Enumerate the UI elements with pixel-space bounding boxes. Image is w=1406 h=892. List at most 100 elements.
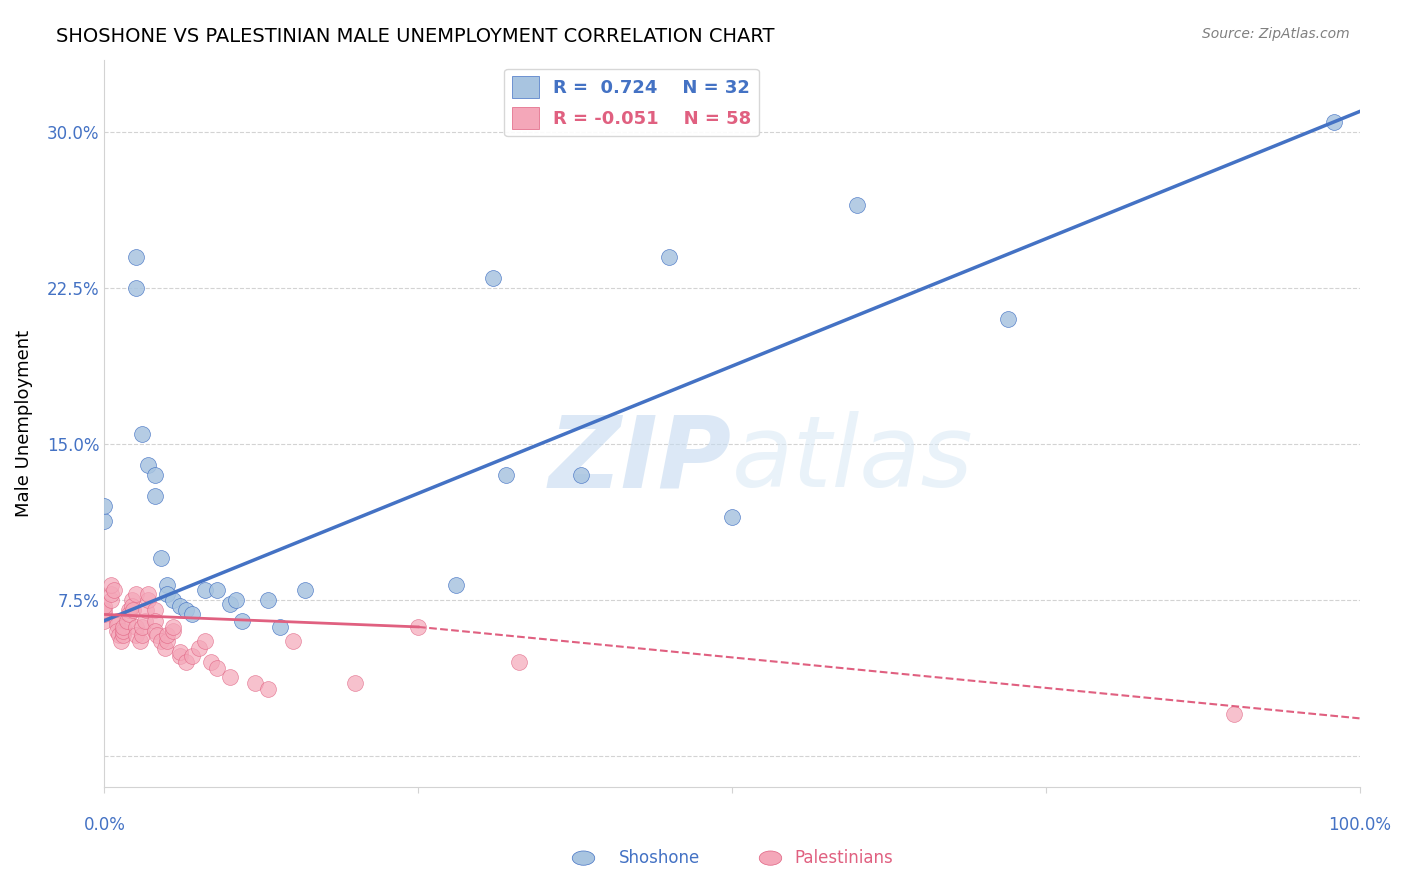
Point [93, 500, 115, 514]
Point [121, 599, 143, 614]
Point [269, 620, 291, 634]
Point [231, 614, 253, 628]
Point [105, 617, 128, 632]
Point [162, 624, 184, 638]
Point [112, 620, 135, 634]
Point [243, 676, 266, 690]
Y-axis label: Male Unemployment: Male Unemployment [15, 330, 32, 516]
Text: atlas: atlas [733, 411, 973, 508]
Point [100, 593, 122, 607]
Point [169, 648, 191, 663]
Point [125, 628, 148, 642]
Text: ZIP: ZIP [548, 411, 733, 508]
Point [1223, 707, 1246, 722]
Point [143, 603, 166, 617]
Point [112, 628, 135, 642]
Point [846, 198, 869, 212]
Point [143, 624, 166, 638]
Point [406, 620, 429, 634]
Point [156, 628, 179, 642]
Point [344, 676, 367, 690]
Point [149, 634, 172, 648]
Point [128, 634, 150, 648]
Point [169, 645, 191, 659]
Point [194, 582, 217, 597]
Text: Palestinians: Palestinians [794, 849, 893, 867]
Point [162, 620, 184, 634]
Point [156, 634, 179, 648]
Point [93, 514, 115, 528]
Point [125, 587, 148, 601]
Point [569, 468, 592, 483]
Point [125, 620, 148, 634]
Point [256, 593, 278, 607]
Point [162, 593, 184, 607]
Point [100, 587, 122, 601]
Point [181, 648, 204, 663]
Point [134, 614, 156, 628]
Point [149, 551, 172, 566]
Point [174, 655, 197, 669]
Point [153, 640, 176, 655]
Point [1323, 115, 1346, 129]
Point [219, 670, 242, 684]
Point [103, 582, 125, 597]
Point [105, 624, 128, 638]
Point [125, 281, 148, 295]
Point [110, 634, 132, 648]
Point [136, 587, 159, 601]
Point [136, 458, 159, 472]
Text: Shoshone: Shoshone [619, 849, 700, 867]
Point [136, 593, 159, 607]
Point [135, 603, 157, 617]
Point [93, 603, 115, 617]
Point [122, 603, 145, 617]
Text: SHOSHONE VS PALESTINIAN MALE UNEMPLOYMENT CORRELATION CHART: SHOSHONE VS PALESTINIAN MALE UNEMPLOYMEN… [56, 27, 775, 45]
Point [482, 270, 505, 285]
Point [105, 614, 128, 628]
Point [200, 655, 222, 669]
Point [658, 250, 681, 264]
Point [146, 628, 169, 642]
Point [125, 250, 148, 264]
Point [93, 607, 115, 622]
Point [121, 593, 143, 607]
Point [169, 599, 191, 614]
Point [219, 597, 242, 611]
Point [444, 578, 467, 592]
Point [115, 614, 138, 628]
Point [508, 655, 530, 669]
Point [118, 607, 141, 622]
Point [156, 587, 179, 601]
Point [131, 426, 153, 441]
Point [187, 640, 209, 655]
Point [294, 582, 316, 597]
Point [93, 599, 115, 614]
Point [721, 509, 744, 524]
Point [112, 624, 135, 638]
Point [997, 312, 1019, 326]
Point [131, 628, 153, 642]
Text: 100.0%: 100.0% [1329, 816, 1391, 834]
Point [174, 603, 197, 617]
Point [143, 614, 166, 628]
Text: 0.0%: 0.0% [83, 816, 125, 834]
Point [256, 682, 278, 697]
Point [194, 634, 217, 648]
Point [118, 603, 141, 617]
Point [100, 578, 122, 592]
Text: Source: ZipAtlas.com: Source: ZipAtlas.com [1202, 27, 1350, 41]
Point [143, 468, 166, 483]
Point [207, 582, 229, 597]
Point [93, 614, 115, 628]
Point [108, 628, 131, 642]
Point [181, 607, 204, 622]
Point [156, 578, 179, 592]
Point [143, 489, 166, 503]
Point [131, 620, 153, 634]
Point [207, 661, 229, 675]
Point [225, 593, 247, 607]
Point [495, 468, 517, 483]
Point [281, 634, 304, 648]
Legend: R =  0.724    N = 32, R = -0.051    N = 58: R = 0.724 N = 32, R = -0.051 N = 58 [505, 69, 759, 136]
